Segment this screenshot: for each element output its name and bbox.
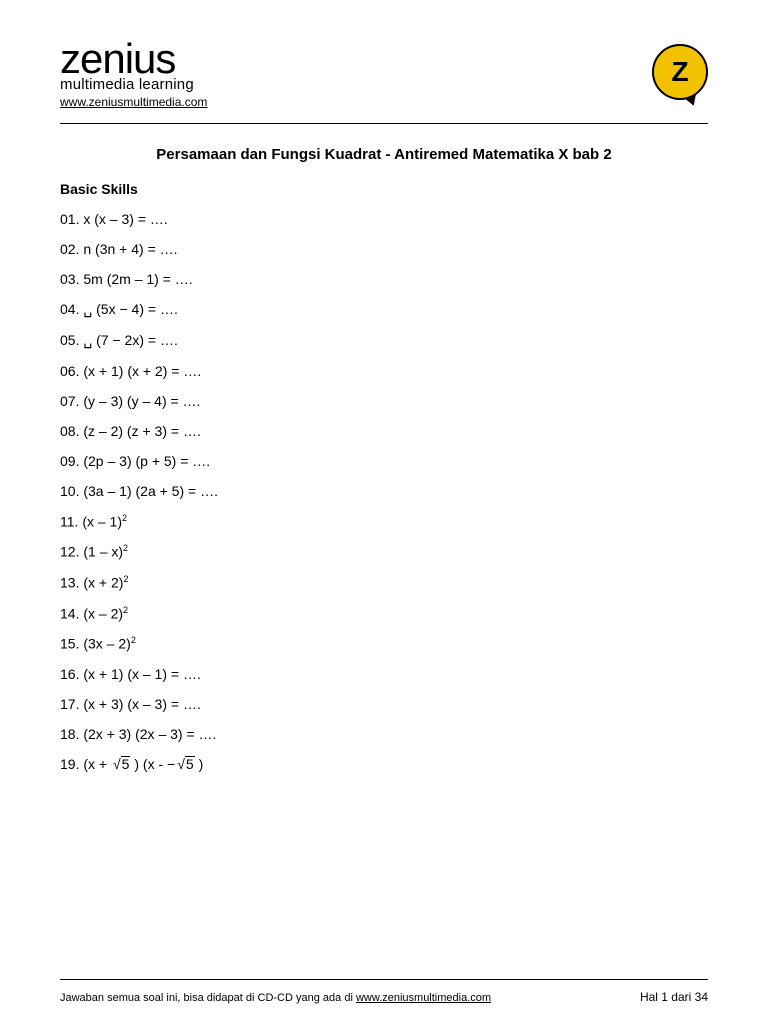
brand-name: zenius [60,40,207,78]
question-exponent: 2 [123,543,128,553]
brand-url[interactable]: www.zeniusmultimedia.com [60,95,207,109]
question-body: 5m (2m – 1) = …. [83,271,192,287]
question-body: (2x + 3) (2x – 3) = …. [83,726,216,742]
question-item: 19. (x + 5 ) (x - −5 ) [60,756,708,772]
question-item: 09. (2p – 3) (p + 5) = …. [60,453,708,469]
question-body: (1 – x) [83,544,123,560]
question-number: 01. [60,211,83,227]
question-item: 16. (x + 1) (x – 1) = …. [60,666,708,682]
question-item: 10. (3a – 1) (2a + 5) = …. [60,483,708,499]
question-body: (x + 1) (x + 2) = …. [83,363,201,379]
question-body: (x + 2) [83,575,123,591]
question-number: 17. [60,696,83,712]
question-number: 03. [60,271,83,287]
question-number: 05. [60,332,83,348]
question-item: 07. (y – 3) (y – 4) = …. [60,393,708,409]
question-exponent: 2 [123,605,128,615]
footer-link[interactable]: www.zeniusmultimedia.com [356,992,491,1004]
question-number: 08. [60,423,83,439]
question-body: ␣ (7 − 2x) = …. [83,332,177,348]
document-title: Persamaan dan Fungsi Kuadrat - Antiremed… [60,146,708,163]
question-number: 19. [60,756,83,772]
question-body: (x – 1) [82,513,122,529]
footer-divider [60,979,708,980]
question-body: (y – 3) (y – 4) = …. [83,393,200,409]
footer: Jawaban semua soal ini, bisa didapat di … [60,990,708,1004]
question-number: 18. [60,726,83,742]
question-body: (x + 5 ) (x - −5 ) [83,756,203,772]
question-item: 11. (x – 1)2 [60,513,708,530]
question-exponent: 2 [122,513,127,523]
question-number: 07. [60,393,83,409]
question-number: 13. [60,575,83,591]
question-body: (3a – 1) (2a + 5) = …. [83,483,218,499]
footer-note-text: Jawaban semua soal ini, bisa didapat di … [60,992,356,1004]
header: zenius multimedia learning www.zeniusmul… [60,40,708,117]
question-number: 09. [60,453,83,469]
header-divider [60,123,708,124]
question-number: 16. [60,666,83,682]
question-number: 04. [60,301,83,317]
question-number: 14. [60,605,83,621]
question-number: 11. [60,513,82,529]
question-item: 05. ␣ (7 − 2x) = …. [60,332,708,349]
question-exponent: 2 [123,574,128,584]
question-item: 03. 5m (2m – 1) = …. [60,271,708,287]
question-item: 18. (2x + 3) (2x – 3) = …. [60,726,708,742]
question-number: 12. [60,544,83,560]
question-number: 06. [60,363,83,379]
question-body: ␣ (5x − 4) = …. [83,301,177,317]
question-body: (x + 1) (x – 1) = …. [83,666,200,682]
question-item: 12. (1 – x)2 [60,543,708,560]
question-item: 04. ␣ (5x − 4) = …. [60,301,708,318]
question-exponent: 2 [131,635,136,645]
footer-note: Jawaban semua soal ini, bisa didapat di … [60,992,491,1004]
brand-logo-icon: Z [652,44,708,100]
question-item: 15. (3x – 2)2 [60,635,708,652]
question-item: 17. (x + 3) (x – 3) = …. [60,696,708,712]
question-body: (x – 2) [83,605,123,621]
question-item: 14. (x – 2)2 [60,605,708,622]
question-body: (x + 3) (x – 3) = …. [83,696,200,712]
brand-tagline: multimedia learning [60,76,207,93]
question-number: 02. [60,241,83,257]
brand-logo-letter: Z [671,56,688,88]
question-body: n (3n + 4) = …. [83,241,177,257]
question-item: 06. (x + 1) (x + 2) = …. [60,363,708,379]
question-list: 01. x (x – 3) = ….02. n (3n + 4) = ….03.… [60,211,708,973]
page-indicator: Hal 1 dari 34 [640,990,708,1004]
question-number: 15. [60,636,83,652]
brand-block: zenius multimedia learning www.zeniusmul… [60,40,207,109]
question-number: 10. [60,483,83,499]
question-body: (2p – 3) (p + 5) = …. [83,453,210,469]
question-item: 01. x (x – 3) = …. [60,211,708,227]
section-title: Basic Skills [60,181,708,197]
question-body: (z – 2) (z + 3) = …. [83,423,200,439]
question-item: 02. n (3n + 4) = …. [60,241,708,257]
question-body: (3x – 2) [83,636,130,652]
question-body: x (x – 3) = …. [83,211,167,227]
question-item: 13. (x + 2)2 [60,574,708,591]
question-item: 08. (z – 2) (z + 3) = …. [60,423,708,439]
